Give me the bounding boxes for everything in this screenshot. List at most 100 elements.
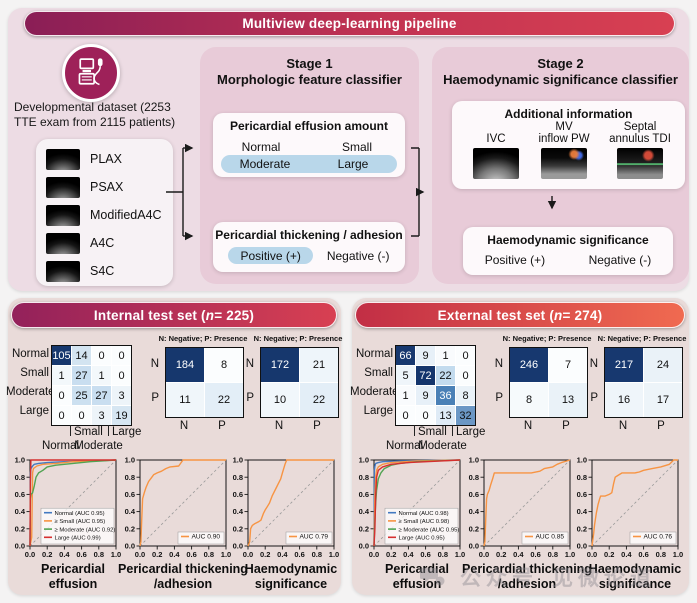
matrix2-col-label: P: [313, 420, 321, 432]
matrix-cell: 32: [456, 406, 475, 425]
x-tick-label: 0.4: [169, 550, 180, 559]
legend-label: AUC 0.76: [644, 534, 673, 541]
roc-curve: [373, 459, 461, 547]
mv-inflow-pw-doppler-image: [541, 148, 587, 179]
roc-plot-label-line: Pericardial thickening: [118, 562, 248, 576]
x-tick-label: 0.0: [587, 550, 597, 559]
confusion-matrix-2x2: 184 8 11 22: [165, 347, 244, 418]
confusion-matrix-2x2: 246 7 8 13: [509, 347, 588, 418]
diagonal-reference-line: [139, 459, 227, 547]
matrix-cell: 16: [605, 383, 643, 417]
y-tick-label: 1.0: [15, 456, 25, 465]
x-tick-label: 0.4: [621, 550, 632, 559]
x-tick-label: 0.6: [76, 550, 86, 559]
matrix2-row-label: N: [589, 358, 598, 370]
matrix2-col-label: N: [618, 420, 628, 432]
x-tick-label: 0.4: [277, 550, 288, 559]
x-tick-label: 1.0: [111, 550, 121, 559]
matrix-cell: 0: [456, 346, 475, 365]
diagonal-reference-line: [483, 459, 571, 547]
matrix2-row-label: N: [494, 358, 503, 370]
matrix-cell: 22: [205, 383, 243, 417]
x-tick-label: 0.6: [638, 550, 648, 559]
matrix-cell: 9: [416, 386, 435, 405]
echo-thumbnail-modifieda4c: [46, 204, 80, 226]
roc-plot-label-line: Pericardial thickening: [462, 562, 592, 576]
roc-plot-label-line: Haemodynamic: [244, 562, 338, 576]
matrix-cell: 11: [166, 383, 204, 417]
x-tick-label: 0.8: [204, 550, 214, 559]
legend-label: Large (AUC 0.99): [55, 536, 101, 542]
legend-box: [629, 531, 677, 545]
y-tick-label: 0.6: [15, 490, 25, 499]
panel-title-suffix: = 274): [562, 307, 603, 323]
x-tick-label: 0.2: [604, 550, 614, 559]
roc-curve: [29, 459, 117, 547]
legend-label: ≥ Small (AUC 0.95): [55, 519, 106, 525]
roc-curve: [29, 459, 116, 547]
matrix-cell: 1: [92, 366, 111, 385]
legend-box: [40, 507, 115, 545]
roc-plot: 0.00.0 0.2 0.2 0.4 0.4 0.6 0.6 0.8 0.8 1.0 1.0 AUC …: [577, 456, 684, 559]
matrix-cell: 246: [510, 348, 548, 382]
roc-curve: [373, 459, 461, 547]
y-tick-label: 0.4: [125, 507, 136, 516]
septal-annulus-tdi-image: [617, 148, 663, 179]
matrix4-row-label: Moderate: [6, 386, 55, 398]
modality-label-line1: MV: [555, 121, 573, 133]
dataset-caption-line2: TTE exam from 2115 patients): [14, 115, 176, 129]
effusion-amount-box: Pericardial effusion amount Normal Small…: [213, 113, 405, 177]
matrix4-col-label-upper: Small: [74, 426, 103, 438]
view-item-s4c: S4C: [46, 260, 114, 282]
roc-plot: 0.00.0 0.2 0.2 0.4 0.4 0.6 0.6 0.8 0.8 1.0 1.0 AUC …: [125, 456, 232, 559]
y-tick-label: 0.4: [577, 507, 588, 516]
x-tick-label: 0.6: [294, 550, 304, 559]
x-tick-label: 0.0: [479, 550, 489, 559]
thickening-box-title: Pericardial thickening / adhesion: [215, 228, 403, 242]
panel-title-suffix: = 225): [214, 307, 255, 323]
y-tick-label: 0.8: [469, 473, 479, 482]
haemodynamic-significance-box: Haemodynamic significance Positive (+) N…: [463, 227, 673, 275]
matrix-cell: 27: [92, 386, 111, 405]
effusion-box-title: Pericardial effusion amount: [229, 119, 389, 133]
y-tick-label: 0.4: [15, 507, 26, 516]
matrix2-col-label: N: [274, 420, 284, 432]
x-tick-label: 0.2: [152, 550, 162, 559]
legend-box: [285, 531, 333, 545]
effusion-option-normal: Normal: [241, 140, 281, 154]
matrix-cell: 19: [112, 406, 131, 425]
echo-thumbnail-s4c: [46, 260, 80, 282]
matrix-cell: 22: [300, 383, 338, 417]
x-tick-label: 0.6: [530, 550, 540, 559]
y-tick-label: 0.2: [359, 524, 369, 533]
pipeline-banner-title: Multiview deep-learning pipeline: [242, 16, 457, 31]
x-tick-label: 0.0: [135, 550, 145, 559]
legend-label: AUC 0.79: [300, 534, 329, 541]
confusion-matrix-2x2: 172 21 10 22: [260, 347, 339, 418]
y-tick-label: 0.6: [469, 490, 479, 499]
matrix-cell: 0: [92, 346, 111, 365]
y-tick-label: 0.0: [233, 542, 243, 551]
stage2-subtitle: Haemodynamic significance classifier: [443, 72, 678, 87]
x-tick-label: 0.0: [25, 550, 35, 559]
x-tick-label: 0.2: [42, 550, 52, 559]
matrix-cell: 17: [644, 383, 682, 417]
y-tick-label: 1.0: [359, 456, 369, 465]
thickening-option-positive: Positive (+): [228, 247, 313, 264]
roc-plot-label: Haemodynamic significance: [221, 562, 361, 591]
x-tick-label: 0.0: [369, 550, 379, 559]
y-tick-label: 0.8: [125, 473, 135, 482]
panel-title-n: n: [554, 307, 563, 323]
view-label: PSAX: [90, 180, 124, 194]
significance-option-negative: Negative (-): [588, 253, 652, 267]
matrix-cell: 5: [396, 366, 415, 385]
matrix4-col-label-lower: Normal: [41, 440, 80, 452]
roc-plot-label-line: Pericardial: [385, 562, 449, 576]
negative-presence-caption: N: Negative; P: Presence: [253, 334, 343, 343]
matrix-cell: 8: [205, 348, 243, 382]
diagonal-reference-line: [591, 459, 679, 547]
matrix4-row-label: Small: [364, 367, 393, 379]
roc-plot: 0.00.0 0.2 0.2 0.4 0.4 0.6 0.6 0.8 0.8 1.0 1.0 AUC …: [233, 456, 340, 559]
x-tick-label: 0.8: [312, 550, 322, 559]
roc-plot-label: Pericardial effusion: [347, 562, 487, 591]
